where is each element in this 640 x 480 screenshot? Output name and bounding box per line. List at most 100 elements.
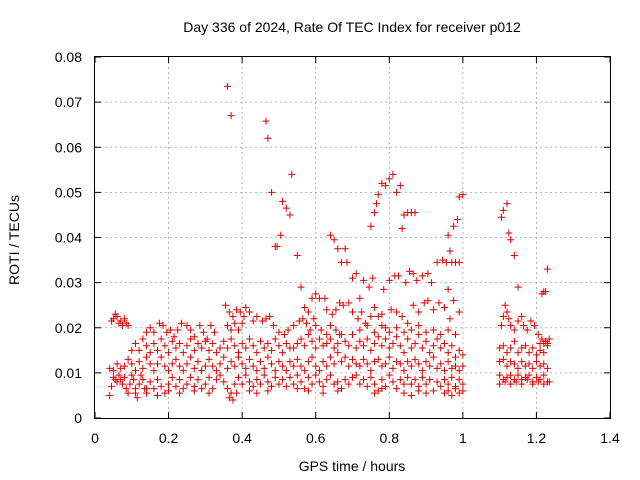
data-point — [536, 346, 544, 354]
data-point — [422, 337, 430, 345]
data-point — [450, 222, 458, 230]
data-point — [407, 362, 415, 370]
data-point — [505, 315, 513, 323]
data-point — [507, 344, 515, 352]
data-point — [459, 362, 467, 370]
y-tick-label: 0.07 — [55, 94, 82, 110]
data-point — [437, 382, 445, 390]
data-point — [262, 315, 270, 323]
data-point — [223, 82, 231, 90]
data-point — [113, 360, 121, 368]
grid-lines — [95, 57, 610, 418]
data-point — [238, 380, 246, 388]
data-point — [286, 373, 294, 381]
data-point — [242, 364, 250, 372]
data-point — [448, 391, 456, 399]
data-point — [139, 364, 147, 372]
data-point — [404, 319, 412, 327]
data-point — [117, 376, 125, 384]
data-point — [246, 378, 253, 386]
data-point — [196, 321, 204, 329]
data-point — [404, 335, 412, 343]
data-point — [542, 288, 550, 296]
data-point — [133, 394, 141, 402]
data-point — [514, 349, 522, 357]
data-point — [387, 306, 395, 314]
data-point — [108, 382, 116, 390]
data-point — [448, 373, 456, 381]
data-point — [258, 317, 266, 325]
data-point — [523, 326, 531, 334]
data-point — [220, 337, 228, 345]
data-point — [124, 321, 132, 329]
data-point — [257, 337, 265, 345]
data-point — [459, 387, 467, 395]
data-point — [378, 321, 386, 329]
data-point — [216, 371, 224, 379]
data-point — [106, 364, 114, 372]
data-point — [354, 315, 362, 323]
data-point — [209, 362, 217, 370]
data-point — [398, 312, 406, 320]
data-point — [415, 308, 423, 316]
data-point — [337, 358, 345, 366]
data-point — [371, 380, 379, 388]
data-point — [337, 385, 345, 393]
data-point — [497, 321, 505, 329]
data-point — [205, 355, 213, 363]
data-point — [288, 170, 296, 178]
data-point — [452, 353, 459, 361]
data-point — [119, 380, 127, 388]
data-point — [367, 367, 375, 375]
data-point — [131, 367, 139, 375]
data-point — [223, 364, 231, 372]
data-point — [277, 231, 285, 239]
data-point — [242, 303, 250, 311]
data-point — [369, 274, 377, 282]
data-point — [201, 337, 209, 345]
data-point — [393, 308, 401, 316]
data-point — [459, 380, 467, 388]
data-point — [374, 355, 382, 363]
data-point — [540, 349, 548, 357]
x-tick-labels: 0 0.2 0.4 0.6 0.8 1 1.2 1.4 — [91, 430, 620, 446]
data-point — [409, 270, 417, 278]
data-point — [360, 376, 368, 384]
data-point — [122, 385, 130, 393]
data-point — [382, 324, 390, 332]
data-point — [187, 326, 195, 334]
data-point — [275, 342, 283, 350]
data-point — [543, 364, 551, 372]
data-point — [190, 364, 198, 372]
data-point — [201, 362, 209, 370]
data-point — [135, 346, 143, 354]
data-point — [301, 303, 309, 311]
chart-title: Day 336 of 2024, Rate Of TEC Index for r… — [183, 19, 521, 35]
y-tick-labels: 0 0.01 0.02 0.03 0.04 0.05 0.06 0.07 0.08 — [55, 49, 82, 426]
data-point — [159, 321, 167, 329]
data-point — [352, 344, 360, 352]
data-point — [113, 378, 121, 386]
data-point — [527, 317, 535, 325]
data-point — [426, 349, 434, 357]
x-tick-label: 0.4 — [232, 430, 252, 446]
data-point — [308, 337, 316, 345]
data-point — [404, 373, 412, 381]
x-tick-label: 0.2 — [159, 430, 179, 446]
data-point — [339, 301, 347, 309]
x-tick-label: 1.4 — [600, 430, 620, 446]
data-point — [120, 362, 128, 370]
data-point — [514, 371, 522, 379]
data-point — [382, 335, 390, 343]
data-point — [177, 319, 185, 327]
data-point — [319, 389, 327, 397]
data-point — [209, 340, 217, 348]
data-point — [510, 326, 518, 334]
data-point — [455, 258, 463, 266]
data-point — [106, 391, 114, 399]
data-point — [128, 346, 136, 354]
data-point — [435, 299, 443, 307]
data-point — [433, 364, 441, 372]
data-point — [520, 321, 528, 329]
data-point — [341, 337, 349, 345]
